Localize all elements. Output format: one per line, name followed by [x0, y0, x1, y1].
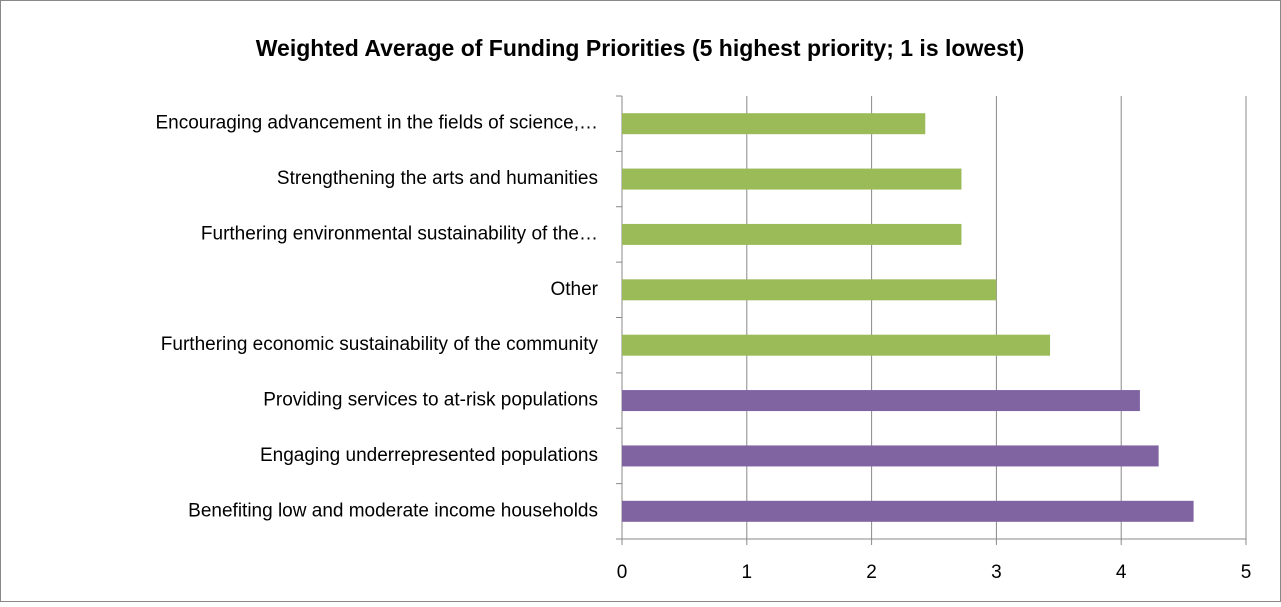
x-tick-label: 1 [742, 562, 753, 583]
y-tick-label: Encouraging advancement in the fields of… [155, 113, 598, 134]
x-tick-label: 4 [1116, 562, 1127, 583]
y-tick-label: Providing services to at-risk population… [263, 390, 598, 411]
x-tick-label: 2 [866, 562, 877, 583]
y-tick-label: Engaging underrepresented populations [260, 445, 598, 466]
bar [622, 500, 1194, 522]
x-tick-label: 3 [991, 562, 1002, 583]
chart-title: Weighted Average of Funding Priorities (… [256, 35, 1024, 61]
bar [622, 223, 962, 245]
bar [622, 390, 1140, 412]
bar [622, 279, 997, 301]
bar [622, 168, 962, 190]
y-tick-label: Benefiting low and moderate income house… [188, 500, 598, 521]
bar [622, 445, 1159, 467]
y-tick-label: Furthering environmental sustainability … [201, 223, 598, 244]
x-tick-label: 5 [1241, 562, 1252, 583]
y-tick-label: Strengthening the arts and humanities [277, 168, 598, 189]
y-tick-label: Other [550, 279, 598, 300]
bar [622, 113, 926, 135]
y-tick-label: Furthering economic sustainability of th… [161, 334, 599, 355]
bar [622, 334, 1051, 356]
x-tick-label: 0 [617, 562, 628, 583]
